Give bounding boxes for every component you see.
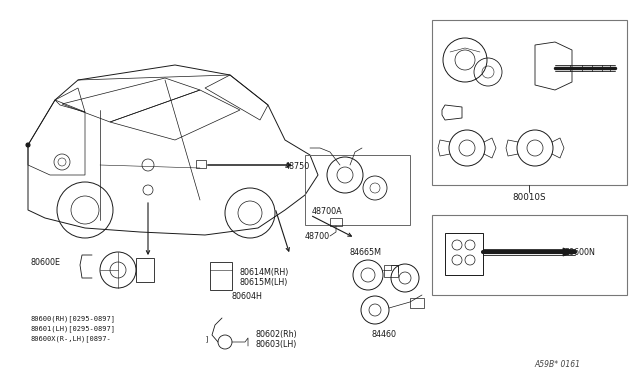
Text: 84460: 84460 <box>372 330 397 339</box>
Text: 80602(Rh): 80602(Rh) <box>255 330 297 339</box>
Bar <box>210 262 232 290</box>
Text: 48750: 48750 <box>285 162 310 171</box>
Bar <box>432 215 627 295</box>
Text: 84665M: 84665M <box>350 248 382 257</box>
Bar <box>445 233 483 275</box>
Text: ]: ] <box>205 335 209 342</box>
Text: 80615M(LH): 80615M(LH) <box>240 278 289 287</box>
Text: 80600X(R-,LH)[0897-: 80600X(R-,LH)[0897- <box>30 335 111 342</box>
Bar <box>330 218 342 226</box>
Text: 80614M(RH): 80614M(RH) <box>240 268 289 277</box>
Bar <box>410 298 424 308</box>
Text: 80600(RH)[0295-0897]: 80600(RH)[0295-0897] <box>30 315 115 322</box>
Polygon shape <box>563 248 575 256</box>
Text: 80604H: 80604H <box>232 292 263 301</box>
Bar <box>384 265 398 277</box>
Bar <box>136 258 154 282</box>
Bar <box>305 155 410 225</box>
Text: A59B* 0161: A59B* 0161 <box>534 360 580 369</box>
Text: 80600E: 80600E <box>30 258 60 267</box>
Bar <box>432 20 627 185</box>
Circle shape <box>26 143 30 147</box>
Text: 48700: 48700 <box>305 232 330 241</box>
Text: 48700A: 48700A <box>312 207 342 216</box>
Text: 80010S: 80010S <box>512 193 546 202</box>
Text: 80600N: 80600N <box>565 247 596 257</box>
Text: 80601(LH)[0295-0897]: 80601(LH)[0295-0897] <box>30 325 115 332</box>
Bar <box>196 160 206 168</box>
Text: 80603(LH): 80603(LH) <box>255 340 296 349</box>
